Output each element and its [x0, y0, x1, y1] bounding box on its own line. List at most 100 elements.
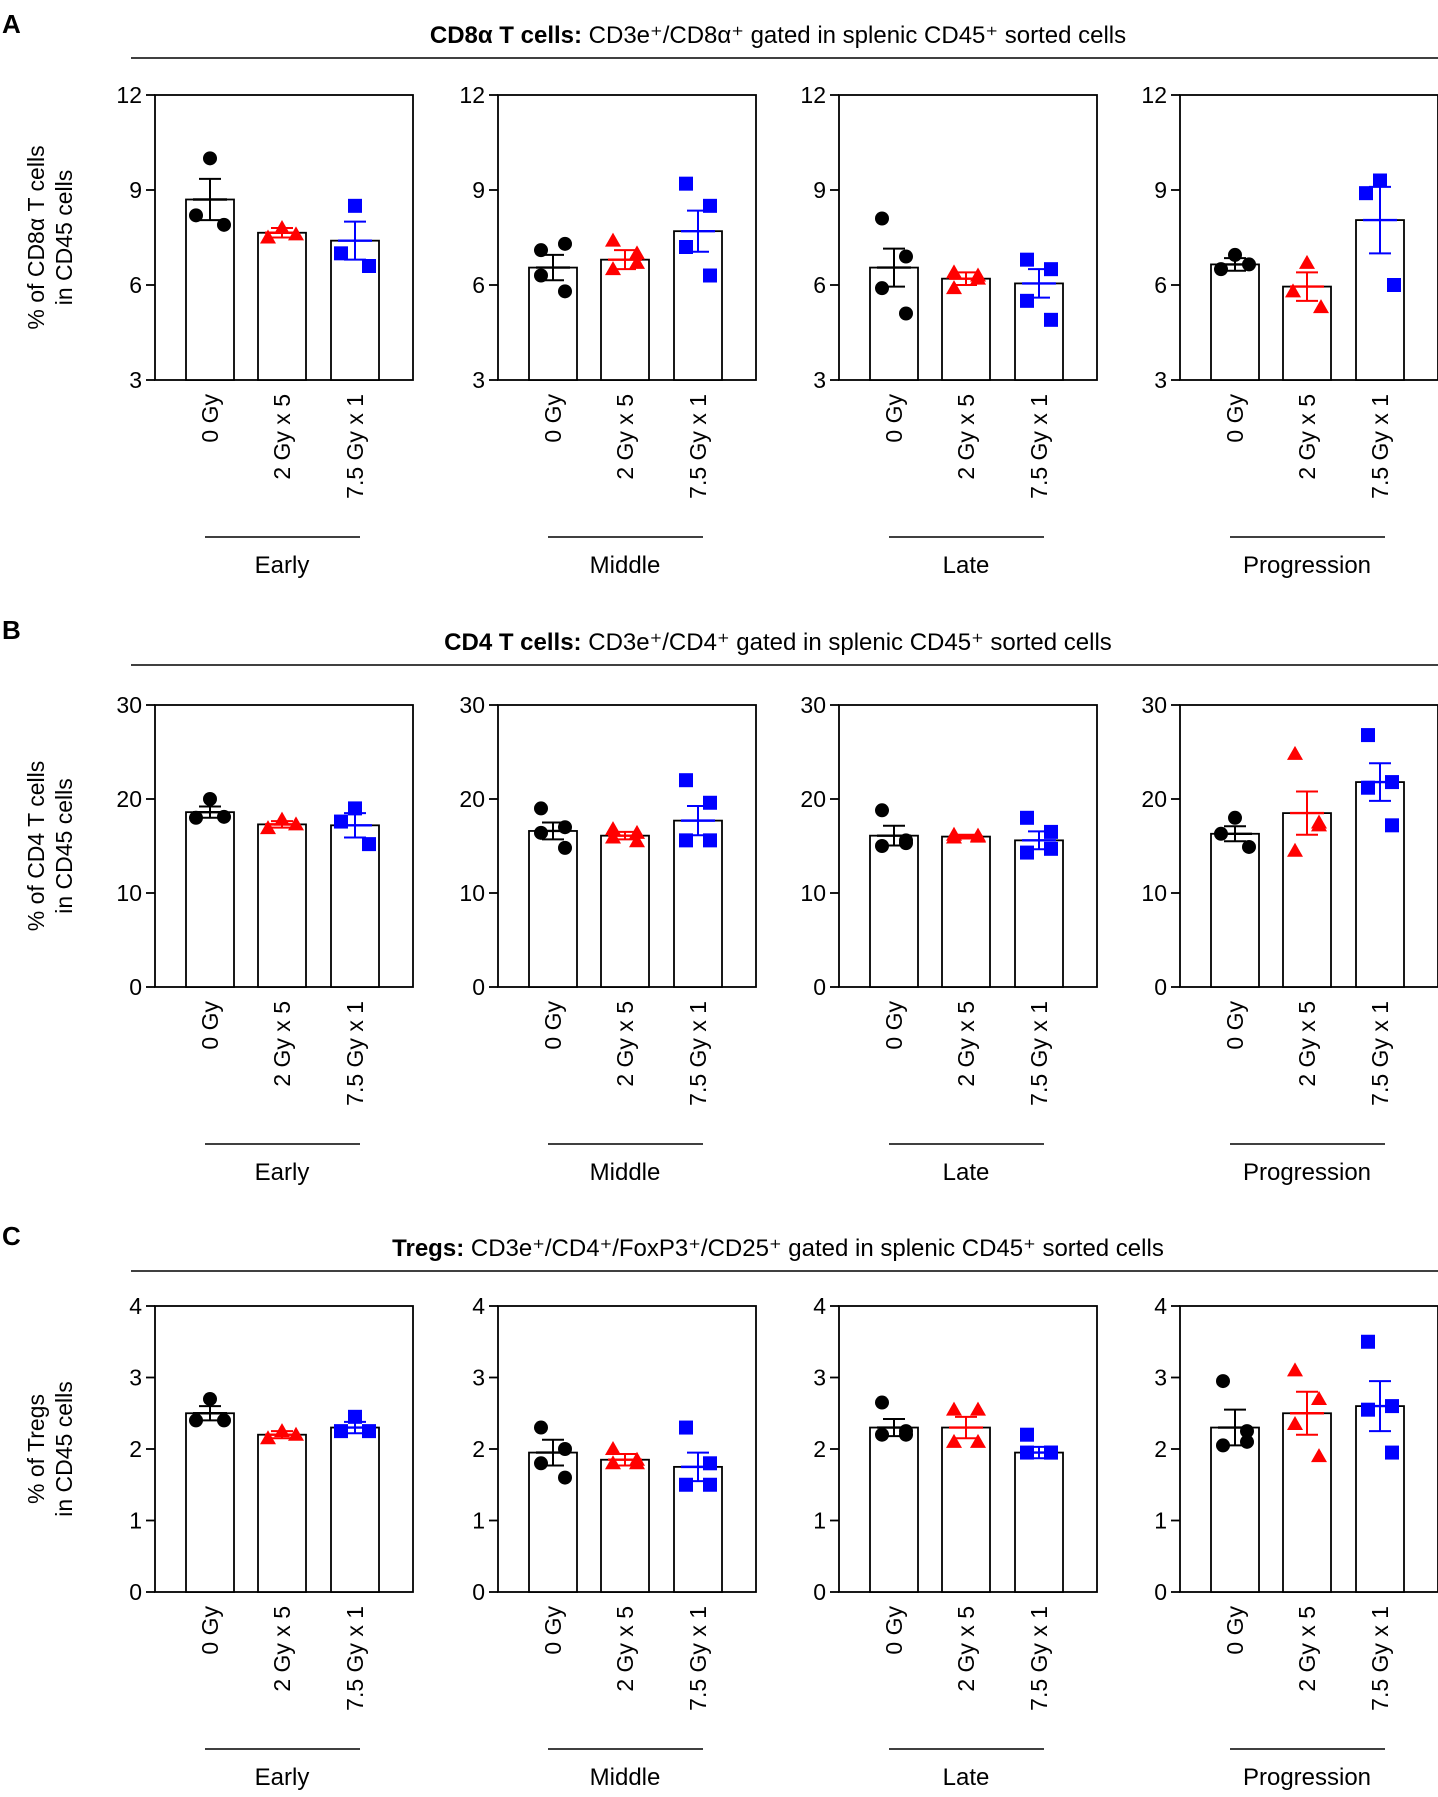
y-axis-label-line: % of CD4 T cells	[23, 761, 49, 931]
y-tick-label: 10	[800, 880, 826, 906]
x-tick-label: 7.5 Gy x 1	[1026, 394, 1052, 499]
y-tick-label: 20	[116, 786, 142, 812]
x-tick-label: 7.5 Gy x 1	[342, 1606, 368, 1711]
x-tick-label: 2 Gy x 5	[612, 1606, 638, 1692]
data-point	[1228, 247, 1242, 262]
x-tick-label: 2 Gy x 5	[612, 394, 638, 480]
data-point	[348, 1409, 362, 1424]
y-tick-label: 3	[1154, 367, 1167, 393]
data-point	[899, 306, 913, 321]
y-tick-label: 0	[129, 1579, 142, 1605]
group-label: Middle	[590, 552, 661, 579]
x-tick-label: 2 Gy x 5	[269, 1606, 295, 1692]
panel-title-rest: CD3e⁺/CD8α⁺ gated in splenic CD45⁺ sorte…	[582, 22, 1126, 49]
chart-A-early: 3 6 9 12 0 Gy 2 Gy x 5 7.5 Gy x 1 Early	[116, 82, 414, 579]
panel-title: Tregs: CD3e⁺/CD4⁺/FoxP3⁺/CD25⁺ gated in …	[392, 1235, 1164, 1262]
data-point	[629, 824, 645, 839]
data-point	[1044, 262, 1058, 277]
data-point	[1240, 1434, 1254, 1449]
data-point	[1359, 186, 1373, 201]
y-tick-label: 3	[129, 367, 142, 393]
data-point	[605, 821, 621, 836]
data-point	[1285, 283, 1301, 298]
bar	[257, 231, 307, 381]
data-point	[1020, 1445, 1034, 1460]
bar	[185, 1412, 235, 1593]
x-tick-label: 7.5 Gy x 1	[1026, 1606, 1052, 1711]
y-tick-label: 4	[129, 1293, 142, 1319]
panel-title-bold: CD4 T cells:	[444, 629, 581, 656]
bar	[673, 230, 723, 381]
y-tick-label: 9	[813, 177, 826, 203]
data-point	[274, 811, 290, 826]
data-point	[217, 217, 231, 232]
y-tick-label: 2	[1154, 1436, 1167, 1462]
data-point	[288, 816, 304, 831]
chart-A-progression: 3 6 9 12 0 Gy 2 Gy x 5 7.5 Gy x 1 Progression	[1141, 82, 1438, 579]
data-point	[1361, 1334, 1375, 1349]
data-point	[703, 268, 717, 283]
x-tick-label: 0 Gy	[1222, 1606, 1248, 1655]
y-tick-label: 4	[813, 1293, 826, 1319]
x-tick-label: 0 Gy	[881, 394, 907, 443]
data-point	[1216, 1438, 1230, 1453]
bar	[330, 1426, 380, 1593]
x-tick-label: 0 Gy	[540, 1001, 566, 1050]
panel-title-bold: Tregs:	[392, 1235, 464, 1262]
chart-B-late: 0 10 20 30 0 Gy 2 Gy x 5 7.5 Gy x 1 Late	[800, 692, 1098, 1186]
data-point	[946, 264, 962, 279]
y-tick-label: 12	[800, 82, 826, 108]
data-point	[1020, 252, 1034, 267]
data-point	[558, 1442, 572, 1456]
bar	[1282, 1412, 1332, 1593]
data-point	[629, 1455, 645, 1470]
y-tick-label: 30	[459, 692, 485, 718]
data-point	[189, 208, 203, 223]
data-point	[1311, 1390, 1327, 1405]
y-tick-label: 12	[1141, 82, 1167, 108]
chart-B-middle: 0 10 20 30 0 Gy 2 Gy x 5 7.5 Gy x 1 Middle	[459, 692, 757, 1186]
data-point	[970, 827, 986, 842]
data-point	[260, 1430, 276, 1445]
data-point	[203, 1391, 217, 1406]
data-point	[703, 1456, 717, 1471]
y-axis-label: % of CD4 T cellsin CD45 cells	[23, 761, 77, 931]
y-tick-label: 0	[813, 1579, 826, 1605]
x-tick-label: 0 Gy	[197, 1001, 223, 1050]
y-tick-label: 4	[1154, 1293, 1167, 1319]
group-label: Late	[943, 552, 990, 579]
data-point	[875, 211, 889, 226]
panel-C: C Tregs: CD3e⁺/CD4⁺/FoxP3⁺/CD25⁺ gated in…	[2, 1221, 1438, 1791]
x-tick-label: 7.5 Gy x 1	[1026, 1001, 1052, 1106]
y-tick-label: 3	[813, 367, 826, 393]
data-point	[1387, 278, 1401, 292]
data-point	[703, 833, 717, 848]
x-tick-label: 7.5 Gy x 1	[1367, 394, 1393, 499]
x-tick-label: 2 Gy x 5	[1294, 1001, 1320, 1087]
data-point	[1287, 1415, 1303, 1430]
data-point	[1385, 1399, 1399, 1414]
data-point	[679, 773, 693, 788]
bar	[185, 811, 235, 988]
data-point	[1287, 745, 1303, 760]
data-point	[1287, 842, 1303, 857]
data-point	[1287, 1362, 1303, 1377]
panel-letter: A	[2, 9, 21, 39]
y-tick-label: 1	[1154, 1508, 1167, 1534]
data-point	[534, 825, 548, 840]
x-tick-label: 2 Gy x 5	[1294, 394, 1320, 480]
data-point	[203, 151, 217, 166]
panel-letter: C	[2, 1221, 21, 1251]
data-point	[1044, 841, 1058, 856]
y-tick-label: 0	[813, 974, 826, 1000]
data-point	[605, 232, 621, 247]
data-point	[558, 1470, 572, 1485]
data-point	[260, 229, 276, 244]
data-point	[946, 1401, 962, 1416]
data-point	[203, 792, 217, 806]
data-point	[274, 1423, 290, 1438]
x-tick-label: 0 Gy	[881, 1606, 907, 1655]
y-tick-label: 0	[1154, 1579, 1167, 1605]
chart-B-progression: 0 10 20 30 0 Gy 2 Gy x 5 7.5 Gy x 1 Progression	[1141, 692, 1438, 1186]
